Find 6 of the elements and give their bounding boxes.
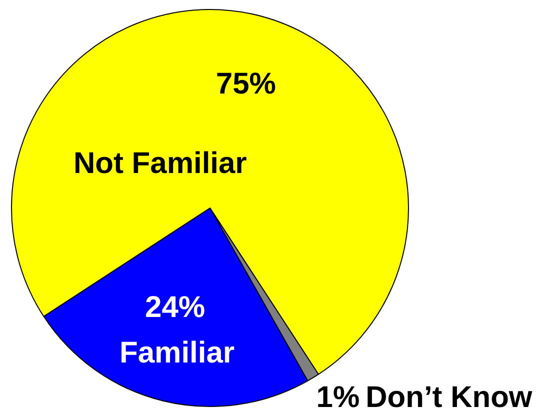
slice-label: Not Familiar	[73, 147, 248, 180]
data-label: 1%	[316, 381, 360, 414]
slice-label: Don’t Know	[366, 381, 533, 414]
data-label: 75%	[216, 67, 276, 100]
slice-label: Familiar	[120, 336, 235, 370]
data-label: 24%	[145, 290, 206, 324]
